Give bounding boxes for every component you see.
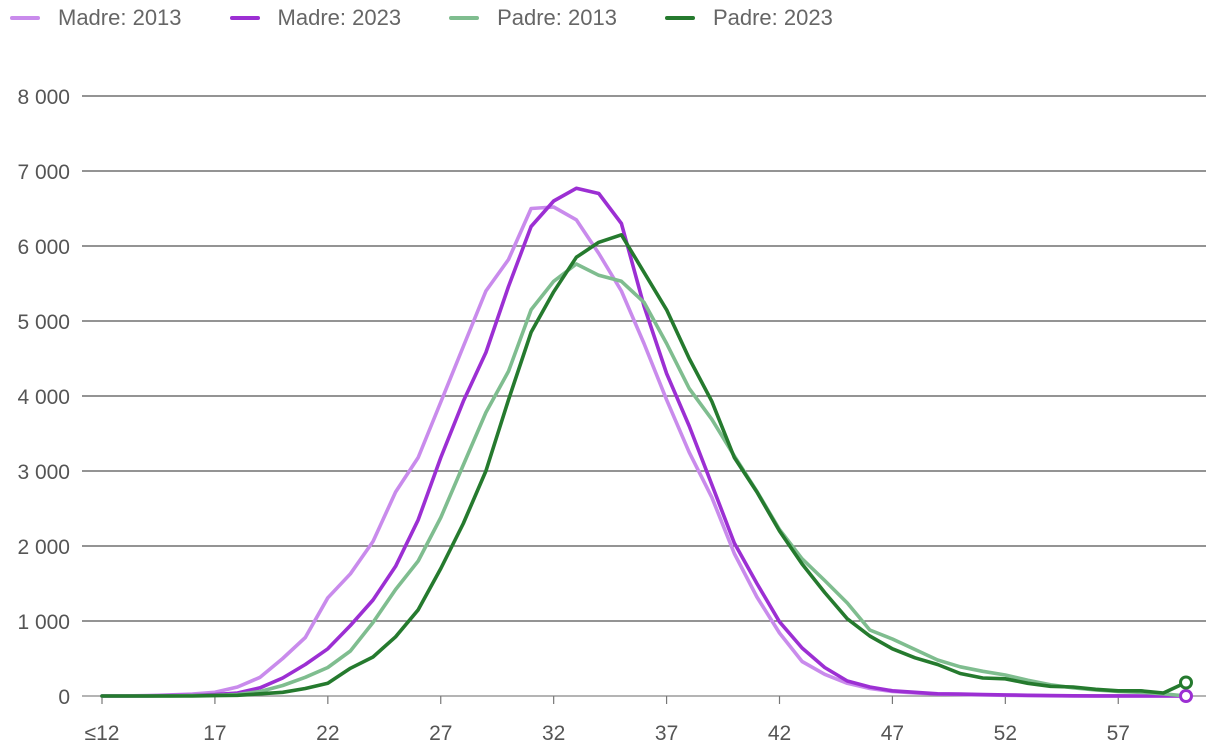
y-tick-label: 0 [58,686,70,709]
x-tick-label: 47 [881,722,904,745]
series-line-padre-2013 [100,262,1188,698]
x-tick-label: 57 [1107,722,1130,745]
series-line-padre-2023 [100,233,1188,698]
legend-label: Padre: 2013 [497,5,617,30]
y-tick-label: 3 000 [17,461,70,484]
chart-legend: Madre: 2013 Madre: 2023 Padre: 2013 Padr… [0,0,871,36]
legend-item-padre-2013[interactable]: Padre: 2013 [449,5,617,31]
legend-label: Madre: 2023 [277,5,402,30]
y-tick-label: 5 000 [17,311,70,334]
legend-item-madre-2023[interactable]: Madre: 2023 [229,5,402,31]
y-tick-label: 1 000 [17,611,70,634]
legend-swatch-padre-2013 [449,16,480,20]
legend-swatch-madre-2013 [10,16,40,20]
x-tick-label: 17 [203,722,226,745]
y-tick-label: 2 000 [17,536,70,559]
y-tick-label: 8 000 [17,86,70,109]
gridlines [82,95,1206,697]
y-tick-label: 7 000 [17,161,70,184]
x-tick-label: ≤12 [85,722,120,745]
y-tick-label: 4 000 [17,386,70,409]
x-axis: ≤12 17 22 27 32 37 42 47 52 57 [85,696,1130,745]
legend-label: Madre: 2013 [58,5,182,30]
legend-item-madre-2013[interactable]: Madre: 2013 [10,5,182,31]
legend-swatch-padre-2023 [664,16,695,20]
legend-label: Padre: 2023 [712,5,833,30]
x-tick-label: 52 [994,722,1017,745]
x-tick-label: 27 [429,722,452,745]
x-tick-label: 37 [655,722,678,745]
series-line-madre-2013 [100,205,1188,698]
end-marker-padre-2023 [1179,675,1193,690]
y-tick-label: 6 000 [17,236,70,259]
series-lines [100,186,1193,703]
y-axis: 0 1 000 2 000 3 000 4 000 5 000 6 000 7 000 8 00… [17,86,70,709]
series-line-madre-2023 [100,186,1188,698]
legend-item-padre-2023[interactable]: Padre: 2023 [664,5,833,31]
end-marker-madre-2023 [1179,689,1193,703]
x-tick-label: 32 [542,722,565,745]
legend-swatch-madre-2023 [229,16,260,20]
x-tick-label: 22 [316,722,339,745]
x-tick-label: 42 [768,722,791,745]
